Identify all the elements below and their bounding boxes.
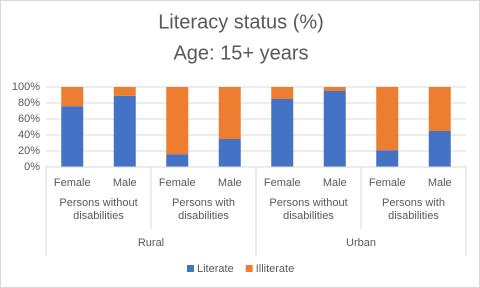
y-tick-label: 40% (18, 129, 40, 141)
bar (113, 95, 136, 167)
bar (61, 87, 84, 107)
y-tick-label: 80% (18, 97, 40, 109)
legend-swatch (245, 265, 253, 272)
x-tick-label: Male (113, 177, 137, 189)
bar (428, 87, 451, 131)
x-tick-label: Male (218, 177, 242, 189)
x-tick-label: Male (428, 177, 452, 189)
bar (61, 106, 84, 167)
bar (218, 87, 241, 139)
region-label: Rural (138, 237, 164, 249)
y-tick-label: 100% (12, 81, 40, 93)
bar (428, 131, 451, 167)
region-label: Urban (346, 237, 376, 249)
bar (166, 87, 189, 155)
x-tick-label: Female (159, 177, 196, 189)
legend-label: Literate (197, 263, 234, 275)
y-tick-label: 20% (18, 145, 40, 157)
bar (323, 87, 346, 91)
x-tick-label: Female (54, 177, 91, 189)
bar (271, 87, 294, 99)
group-label: Persons with disabilities (382, 197, 445, 222)
y-tick-label: 0% (24, 161, 40, 173)
bar (323, 91, 346, 167)
group-label: Persons with disabilities (172, 197, 235, 222)
bar (271, 99, 294, 167)
y-tick-label: 60% (18, 113, 40, 125)
chart-subtitle: Age: 15+ years (173, 42, 308, 64)
bar (166, 154, 189, 167)
bar (376, 87, 399, 151)
group-label: Persons without disabilities (269, 197, 348, 222)
legend-swatch (187, 265, 194, 272)
x-tick-label: Female (369, 177, 406, 189)
x-tick-label: Male (323, 177, 347, 189)
bar (113, 87, 136, 96)
x-tick-label: Female (264, 177, 301, 189)
bar (218, 139, 241, 167)
chart-title: Literacy status (%) (158, 11, 324, 33)
group-label: Persons without disabilities (59, 197, 138, 222)
legend-label: Illiterate (256, 263, 295, 275)
bar (376, 150, 399, 167)
